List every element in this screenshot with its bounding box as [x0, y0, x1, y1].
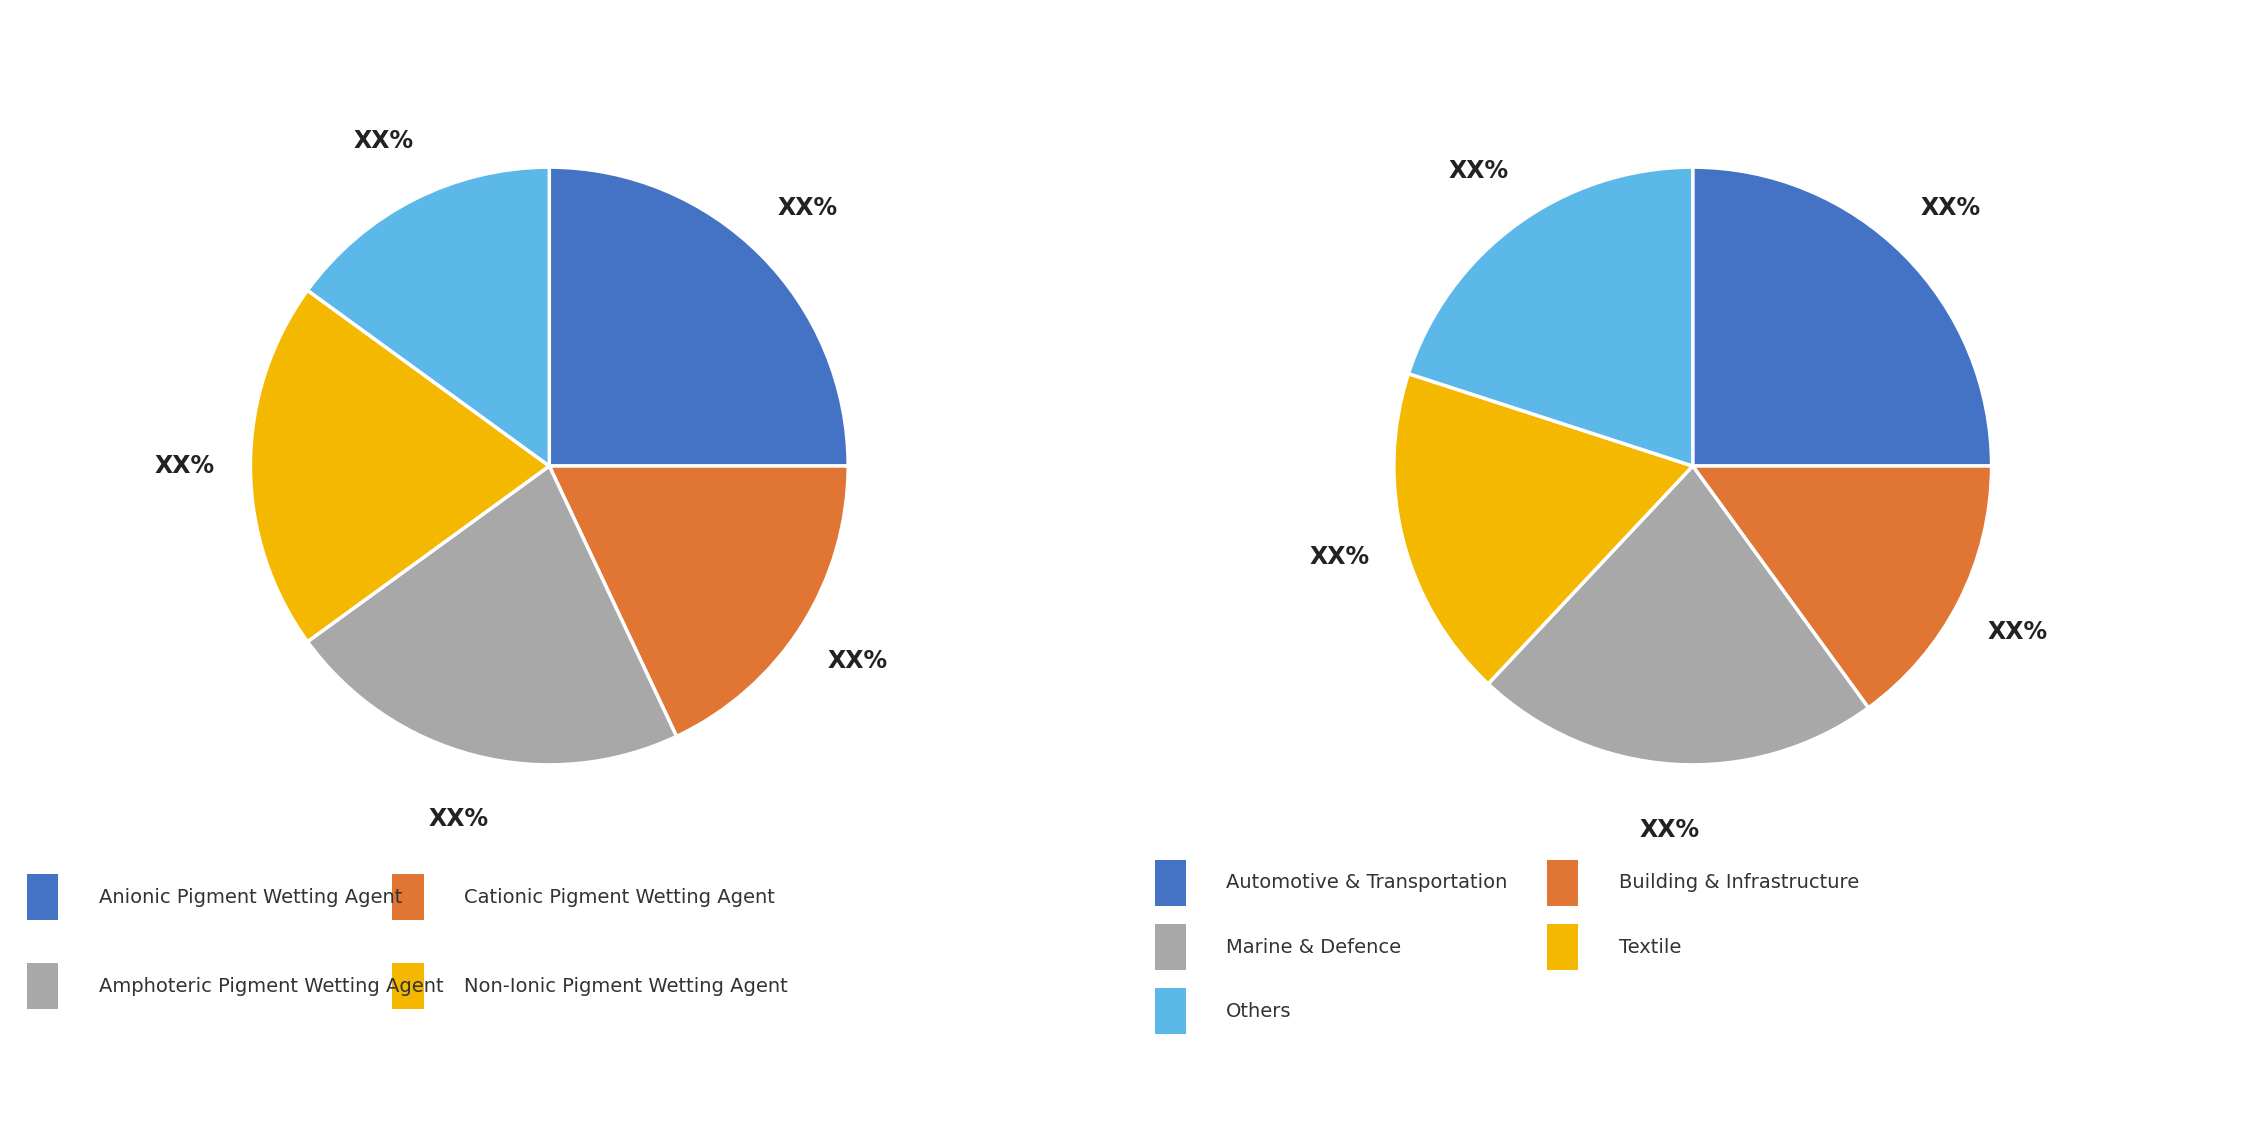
- Text: XX%: XX%: [155, 454, 215, 478]
- Text: XX%: XX%: [1639, 818, 1699, 842]
- Text: Website: www.theindustrystats.com: Website: www.theindustrystats.com: [1773, 1071, 2202, 1091]
- Bar: [1547, 924, 1578, 970]
- Wedge shape: [549, 465, 847, 736]
- Bar: [392, 964, 424, 1010]
- Bar: [1547, 860, 1578, 906]
- Text: Amphoteric Pigment Wetting Agent: Amphoteric Pigment Wetting Agent: [99, 977, 444, 996]
- Text: XX%: XX%: [1986, 620, 2047, 644]
- Bar: [1155, 988, 1186, 1035]
- Wedge shape: [1408, 167, 1693, 465]
- Bar: [27, 964, 58, 1010]
- Bar: [1155, 924, 1186, 970]
- Bar: [392, 875, 424, 921]
- Wedge shape: [1395, 374, 1693, 684]
- Text: Email: sales@theindustrystats.com: Email: sales@theindustrystats.com: [915, 1071, 1327, 1091]
- Text: Automotive & Transportation: Automotive & Transportation: [1226, 873, 1509, 893]
- Text: XX%: XX%: [354, 130, 415, 153]
- Wedge shape: [1693, 167, 1991, 465]
- Text: XX%: XX%: [428, 807, 489, 832]
- Wedge shape: [251, 291, 549, 641]
- Text: XX%: XX%: [827, 649, 888, 673]
- Text: Building & Infrastructure: Building & Infrastructure: [1619, 873, 1859, 893]
- Text: Source: Theindustrystats Analysis: Source: Theindustrystats Analysis: [40, 1071, 444, 1091]
- Bar: [1155, 860, 1186, 906]
- Text: XX%: XX%: [1921, 196, 1980, 220]
- Text: XX%: XX%: [778, 196, 836, 220]
- Text: Non-Ionic Pigment Wetting Agent: Non-Ionic Pigment Wetting Agent: [464, 977, 787, 996]
- Bar: [27, 875, 58, 921]
- Text: Textile: Textile: [1619, 938, 1682, 957]
- Text: Fig. Global Pigment Wetting Agent Market Share by Product Types & Application: Fig. Global Pigment Wetting Agent Market…: [22, 37, 1287, 65]
- Wedge shape: [307, 167, 549, 465]
- Text: XX%: XX%: [1448, 159, 1509, 183]
- Text: Marine & Defence: Marine & Defence: [1226, 938, 1401, 957]
- Text: XX%: XX%: [1309, 544, 1370, 569]
- Text: Others: Others: [1226, 1002, 1291, 1021]
- Wedge shape: [307, 465, 677, 765]
- Wedge shape: [549, 167, 847, 465]
- Text: Cationic Pigment Wetting Agent: Cationic Pigment Wetting Agent: [464, 888, 776, 906]
- Wedge shape: [1489, 465, 1868, 765]
- Wedge shape: [1693, 465, 1991, 708]
- Text: Anionic Pigment Wetting Agent: Anionic Pigment Wetting Agent: [99, 888, 401, 906]
